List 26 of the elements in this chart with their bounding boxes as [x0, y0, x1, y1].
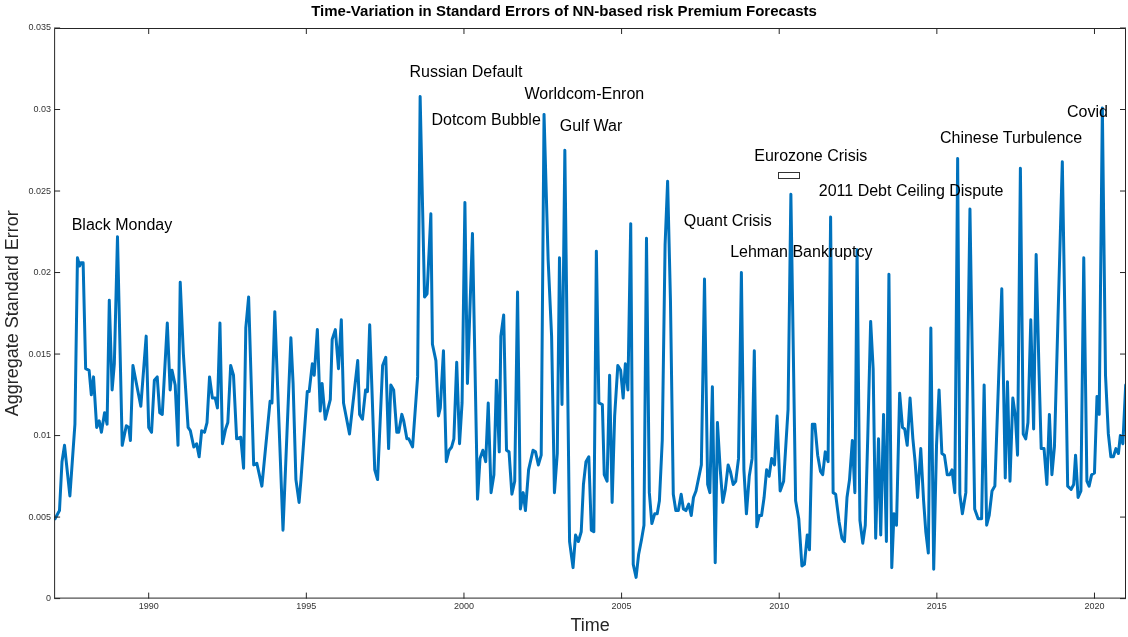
annotation: Worldcom-Enron: [524, 84, 645, 102]
annotation: Dotcom Bubble: [431, 110, 541, 128]
y-tick-label: 0.01: [33, 430, 52, 441]
annotation: Black Monday: [71, 215, 173, 233]
annotation: Gulf War: [559, 117, 623, 135]
annotation: Eurozone Crisis: [754, 147, 868, 165]
annotation: Quant Crisis: [683, 211, 772, 229]
y-tick-label: 0.015: [28, 348, 52, 359]
annotation: Chinese Turbulence: [939, 129, 1083, 147]
annotation: Russian Default: [409, 62, 524, 80]
x-tick-label: 2020: [1084, 601, 1105, 612]
y-tick-label: 0.035: [28, 22, 52, 33]
x-tick-label: 2000: [453, 601, 474, 612]
x-tick-label: 1990: [138, 601, 159, 612]
y-tick-label: 0.025: [28, 185, 52, 196]
y-axis-title: Aggregate Standard Error: [1, 210, 22, 417]
y-tick-label: 0: [46, 593, 52, 604]
x-tick-label: 1995: [296, 601, 317, 612]
y-tick-label: 0.03: [33, 104, 52, 114]
x-tick-label: 2005: [611, 601, 632, 612]
y-tick-label: 0.005: [28, 511, 52, 522]
chart-title: Time-Variation in Standard Errors of NN-based risk Premium Forecasts: [310, 2, 818, 19]
x-tick-label: 2010: [769, 601, 790, 612]
y-tick-label: 0.02: [33, 267, 52, 278]
x-axis-title: Time: [570, 615, 610, 636]
x-tick-label: 2015: [926, 601, 947, 612]
